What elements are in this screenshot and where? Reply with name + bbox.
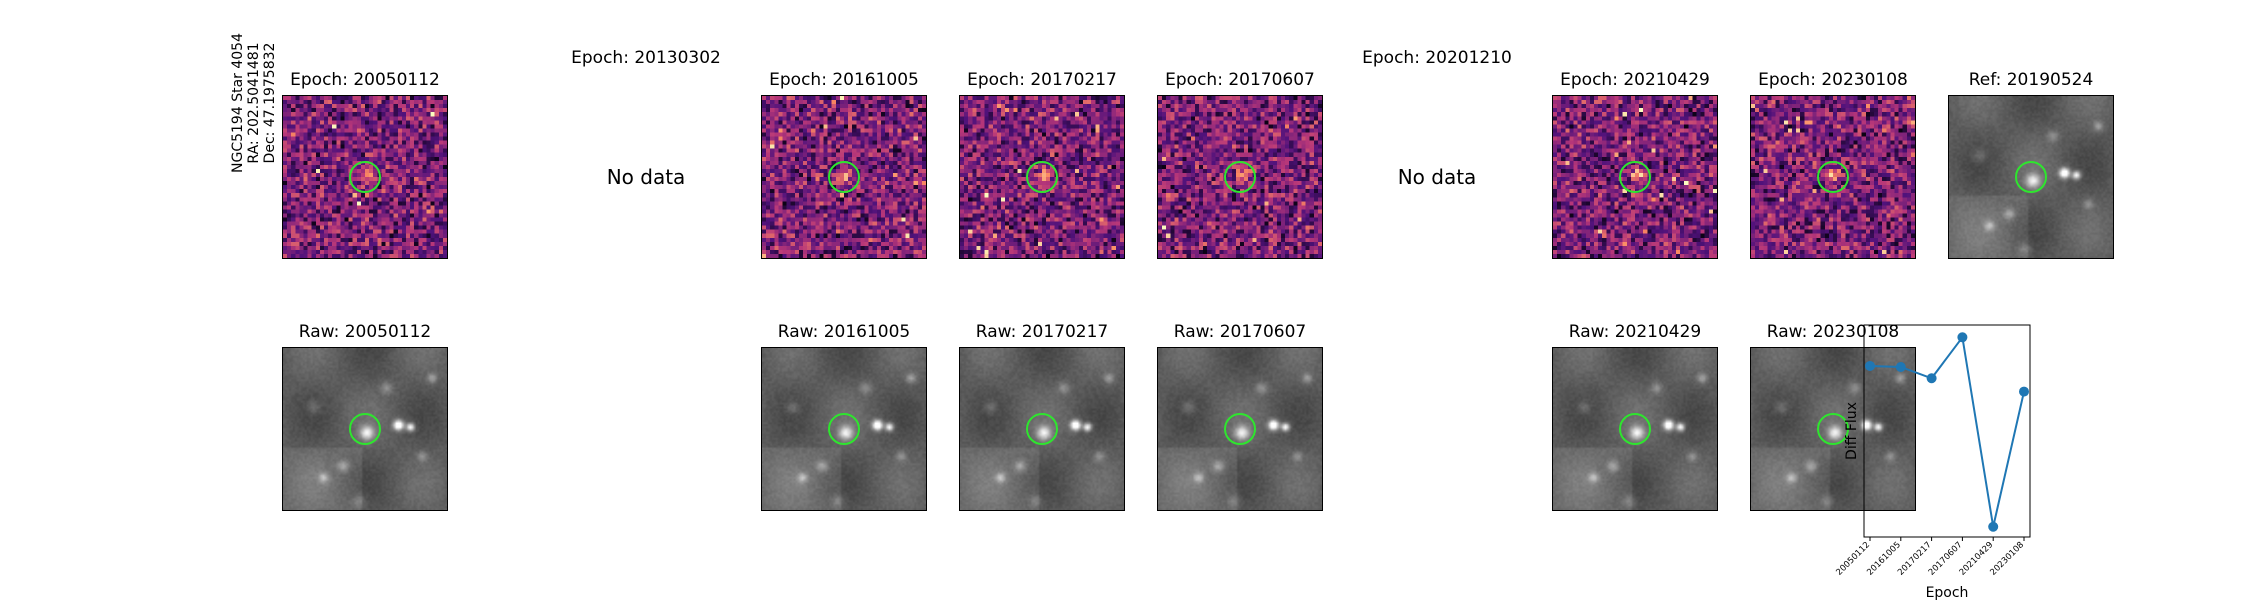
panel-title: Epoch: 20230108 bbox=[1758, 70, 1908, 90]
aperture-circle-icon bbox=[1619, 161, 1651, 193]
aperture-circle-icon bbox=[1026, 161, 1058, 193]
raw-panel bbox=[1552, 347, 1718, 511]
raw-panel-title: Raw: 20161005 bbox=[777, 322, 911, 342]
raw-panel bbox=[959, 347, 1125, 511]
difference-panel bbox=[761, 95, 927, 259]
raw-panel-title: Raw: 20050112 bbox=[298, 322, 432, 342]
raw-panel-title: Raw: 20170607 bbox=[1173, 322, 1307, 342]
raw-panel-title: Raw: 20170217 bbox=[975, 322, 1109, 342]
aperture-circle-icon bbox=[2015, 161, 2047, 193]
difference-panel bbox=[1750, 95, 1916, 259]
aperture-circle-icon bbox=[1026, 413, 1058, 445]
panel-title: Epoch: 20170217 bbox=[967, 70, 1117, 90]
y-axis-label: Diff Flux bbox=[1844, 402, 1860, 460]
star-ra: RA: 202.5041481 bbox=[246, 42, 262, 164]
panel-title: Epoch: 20130302 bbox=[571, 48, 721, 68]
difference-panel bbox=[1552, 95, 1718, 259]
aperture-circle-icon bbox=[1224, 413, 1256, 445]
data-point bbox=[1926, 373, 1937, 384]
plot-frame bbox=[1863, 324, 2031, 538]
no-data-message: No data bbox=[606, 165, 686, 189]
series-line bbox=[1869, 334, 2025, 527]
panel-title: Epoch: 20170607 bbox=[1165, 70, 1315, 90]
panel-title: Epoch: 20210429 bbox=[1560, 70, 1710, 90]
raw-panel bbox=[1157, 347, 1323, 511]
aperture-circle-icon bbox=[349, 161, 381, 193]
aperture-circle-icon bbox=[1224, 161, 1256, 193]
data-point bbox=[2019, 386, 2029, 397]
data-point bbox=[1957, 332, 1968, 343]
difference-panel bbox=[959, 95, 1125, 259]
data-point bbox=[1988, 521, 1999, 532]
panel-title: Ref: 20190524 bbox=[1968, 70, 2094, 90]
aperture-circle-icon bbox=[1817, 161, 1849, 193]
aperture-circle-icon bbox=[1619, 413, 1651, 445]
aperture-circle-icon bbox=[349, 413, 381, 445]
raw-panel-title: Raw: 20230108 bbox=[1766, 322, 1900, 342]
raw-panel-title: Raw: 20210429 bbox=[1568, 322, 1702, 342]
raw-panel bbox=[1750, 347, 1916, 511]
data-point bbox=[1895, 361, 1906, 372]
panel-title: Epoch: 20050112 bbox=[290, 70, 440, 90]
difference-panel bbox=[282, 95, 448, 259]
x-axis-label: Epoch bbox=[1926, 585, 1969, 600]
star-label: NGC5194 Star 4054 RA: 202.5041481 Dec: 4… bbox=[230, 33, 278, 173]
data-point bbox=[1865, 360, 1875, 371]
difference-panel bbox=[1157, 95, 1323, 259]
reference-panel bbox=[1948, 95, 2114, 259]
panel-title: Epoch: 20161005 bbox=[769, 70, 919, 90]
aperture-circle-icon bbox=[1817, 413, 1849, 445]
aperture-circle-icon bbox=[828, 413, 860, 445]
light-curve-chart: 2005011220161005201702172017060720210429… bbox=[1834, 324, 2031, 600]
star-dec: Dec: 47.1975832 bbox=[262, 42, 278, 164]
star-name: NGC5194 Star 4054 bbox=[230, 33, 246, 173]
raw-panel bbox=[282, 347, 448, 511]
aperture-circle-icon bbox=[828, 161, 860, 193]
no-data-message: No data bbox=[1397, 165, 1477, 189]
raw-panel bbox=[761, 347, 927, 511]
panel-title: Epoch: 20201210 bbox=[1362, 48, 1512, 68]
x-tick-label: 20230108 bbox=[1988, 540, 2026, 578]
